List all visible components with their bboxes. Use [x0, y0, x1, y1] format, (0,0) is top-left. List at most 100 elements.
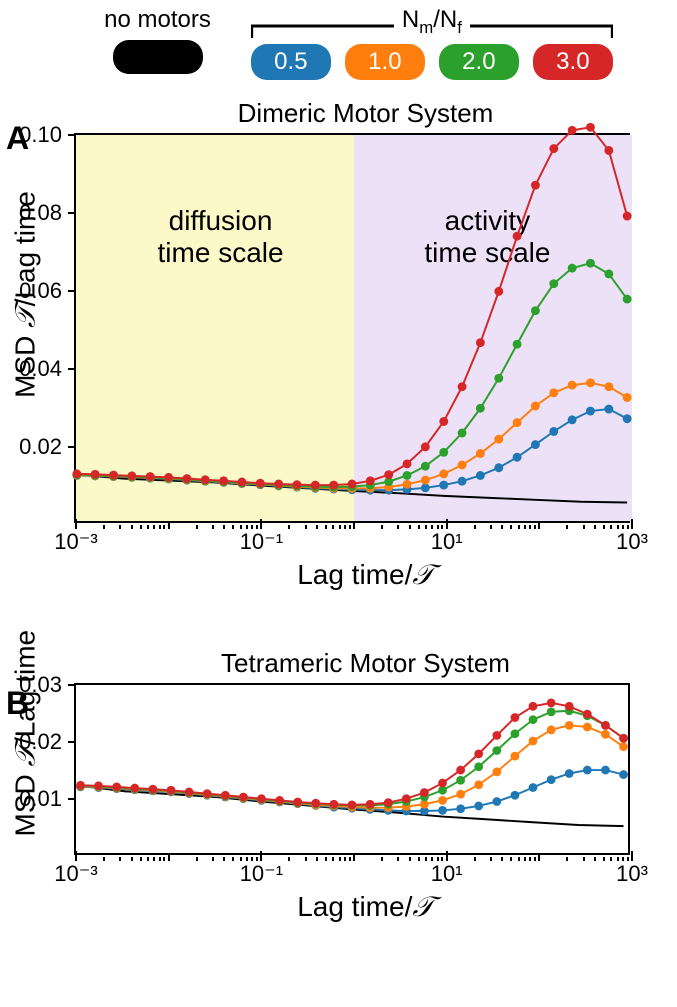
ytick-label: 0.01 [19, 786, 62, 812]
series-marker-ratio-3.0 [348, 800, 357, 809]
series-marker-ratio-2.0 [568, 263, 577, 272]
xtick-label: 10⁻³ [54, 861, 97, 887]
series-marker-ratio-3.0 [492, 731, 501, 740]
series-marker-ratio-3.0 [439, 417, 448, 426]
series-marker-ratio-0.5 [531, 440, 540, 449]
series-marker-ratio-3.0 [458, 382, 467, 391]
series-marker-ratio-3.0 [586, 123, 595, 132]
series-marker-ratio-3.0 [219, 476, 228, 485]
series-marker-ratio-0.5 [586, 406, 595, 415]
series-marker-ratio-1.0 [583, 722, 592, 731]
ytick-label: 0.08 [19, 200, 62, 226]
series-marker-ratio-1.0 [513, 418, 522, 427]
series-marker-ratio-0.5 [623, 414, 632, 423]
series-marker-ratio-3.0 [568, 126, 577, 135]
series-marker-ratio-1.0 [403, 480, 412, 489]
series-marker-ratio-3.0 [256, 479, 265, 488]
series-line-ratio-1.0 [80, 725, 623, 807]
series-marker-ratio-0.5 [439, 480, 448, 489]
series-marker-ratio-3.0 [474, 749, 483, 758]
series-line-ratio-2.0 [80, 711, 623, 806]
series-marker-ratio-3.0 [94, 781, 103, 790]
series-marker-ratio-3.0 [274, 479, 283, 488]
series-marker-ratio-2.0 [531, 306, 540, 315]
xlabel-a: Lag time/𝒯 [74, 559, 657, 592]
series-marker-ratio-2.0 [604, 269, 613, 278]
series-marker-ratio-1.0 [586, 378, 595, 387]
series-marker-ratio-2.0 [421, 462, 430, 471]
series-marker-ratio-0.5 [601, 765, 610, 774]
series-marker-ratio-2.0 [494, 374, 503, 383]
series-marker-ratio-1.0 [476, 449, 485, 458]
series-marker-ratio-1.0 [565, 721, 574, 730]
series-marker-ratio-3.0 [330, 800, 339, 809]
series-marker-ratio-3.0 [456, 765, 465, 774]
series-line-ratio-2.0 [77, 263, 627, 487]
series-marker-ratio-1.0 [549, 388, 558, 397]
xlabel-b: Lag time/𝒯 [74, 891, 657, 924]
legend-pill-1.0: 1.0 [345, 44, 425, 80]
legend-pill-3.0: 3.0 [533, 44, 613, 80]
series-marker-ratio-3.0 [384, 798, 393, 807]
ytick-label: 0.10 [19, 122, 62, 148]
series-marker-ratio-3.0 [583, 710, 592, 719]
series-marker-ratio-1.0 [492, 767, 501, 776]
series-marker-ratio-3.0 [402, 794, 411, 803]
series-marker-ratio-3.0 [112, 782, 121, 791]
series-marker-ratio-3.0 [201, 475, 210, 484]
xtick-label: 10⁻¹ [240, 529, 283, 555]
series-marker-ratio-2.0 [458, 428, 467, 437]
series-marker-ratio-3.0 [167, 786, 176, 795]
series-marker-ratio-3.0 [72, 469, 81, 478]
legend: no motors Nm/Nf 0.51.02.03.0 [60, 6, 657, 80]
legend-pill-0.5: 0.5 [251, 44, 331, 80]
series-marker-ratio-3.0 [403, 459, 412, 468]
xtick-label: 10¹ [431, 861, 463, 887]
series-marker-ratio-3.0 [239, 792, 248, 801]
series-marker-ratio-1.0 [568, 380, 577, 389]
ytick-label: 0.06 [19, 278, 62, 304]
xtick-label: 10³ [616, 529, 648, 555]
series-marker-ratio-3.0 [438, 778, 447, 787]
series-marker-ratio-3.0 [529, 702, 538, 711]
series-marker-ratio-1.0 [494, 434, 503, 443]
series-marker-ratio-2.0 [439, 448, 448, 457]
series-marker-ratio-3.0 [366, 800, 375, 809]
series-marker-ratio-2.0 [492, 746, 501, 755]
series-marker-ratio-0.5 [458, 477, 467, 486]
series-marker-ratio-3.0 [601, 721, 610, 730]
series-marker-ratio-3.0 [275, 796, 284, 805]
series-marker-ratio-1.0 [458, 460, 467, 469]
series-marker-ratio-0.5 [511, 791, 520, 800]
series-marker-ratio-2.0 [529, 715, 538, 724]
series-marker-ratio-1.0 [623, 393, 632, 402]
series-marker-ratio-3.0 [237, 477, 246, 486]
series-marker-ratio-2.0 [547, 707, 556, 716]
chart-block-a: Dimeric Motor System MSD 𝒯/Lag time diff… [74, 98, 657, 592]
series-marker-ratio-3.0 [623, 211, 632, 220]
series-marker-ratio-3.0 [91, 470, 100, 479]
plot-svg [76, 685, 628, 853]
series-marker-ratio-0.5 [494, 463, 503, 472]
series-marker-ratio-1.0 [511, 752, 520, 761]
series-line-ratio-3.0 [80, 703, 623, 805]
series-marker-ratio-0.5 [565, 769, 574, 778]
legend-nomotors-label: no motors [104, 6, 211, 34]
chart-title-a: Dimeric Motor System [74, 98, 657, 129]
bracket-left-icon [251, 18, 394, 38]
series-marker-ratio-3.0 [203, 789, 212, 798]
series-marker-ratio-1.0 [531, 401, 540, 410]
legend-ratio-group: Nm/Nf 0.51.02.03.0 [251, 6, 613, 80]
series-marker-ratio-0.5 [456, 804, 465, 813]
series-marker-ratio-3.0 [257, 794, 266, 803]
series-marker-ratio-2.0 [456, 776, 465, 785]
series-line-ratio-3.0 [77, 127, 627, 485]
series-marker-ratio-3.0 [619, 734, 628, 743]
series-marker-ratio-3.0 [476, 338, 485, 347]
series-marker-ratio-2.0 [513, 340, 522, 349]
series-marker-ratio-3.0 [130, 783, 139, 792]
series-marker-ratio-1.0 [474, 780, 483, 789]
series-marker-ratio-3.0 [348, 479, 357, 488]
series-marker-ratio-3.0 [76, 781, 85, 790]
series-marker-ratio-3.0 [604, 146, 613, 155]
